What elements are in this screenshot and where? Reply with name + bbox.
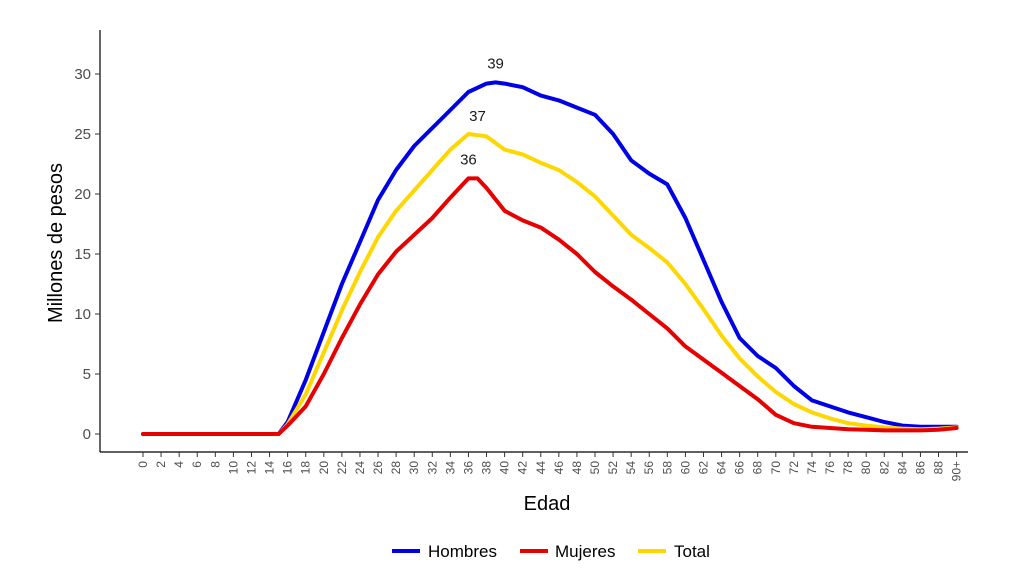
x-tick-label: 6 — [190, 461, 204, 468]
legend: Hombres Mujeres Total — [392, 542, 710, 561]
x-tick-label: 42 — [516, 461, 530, 475]
peak-label: 39 — [487, 55, 504, 72]
legend-label-total: Total — [674, 542, 710, 561]
x-axis-title: Edad — [524, 493, 571, 515]
x-tick-label: 4 — [172, 461, 186, 468]
x-tick-label: 34 — [443, 461, 457, 475]
x-tick-label: 14 — [263, 461, 277, 475]
x-tick-label: 54 — [624, 461, 638, 475]
series-line-total — [141, 132, 959, 436]
peak-label: 37 — [469, 108, 486, 125]
y-tick-label: 10 — [74, 306, 91, 323]
x-tick-label: 48 — [570, 461, 584, 475]
y-tick-label: 0 — [83, 426, 91, 443]
x-tick-label: 76 — [823, 461, 837, 475]
y-tick-label: 15 — [74, 246, 91, 263]
x-tick-label: 68 — [751, 461, 765, 475]
x-tick-label: 62 — [696, 461, 710, 475]
peak-annotations: 39 37 36 — [460, 55, 504, 168]
x-tick-label: 44 — [534, 461, 548, 475]
x-tick-label: 24 — [353, 461, 367, 475]
x-tick-label: 88 — [932, 461, 946, 475]
x-tick-label: 36 — [461, 461, 475, 475]
x-tick-label: 72 — [787, 461, 801, 475]
x-tick-label: 46 — [552, 461, 566, 475]
x-tick-label: 80 — [859, 461, 873, 475]
y-tick-label: 20 — [74, 186, 91, 203]
x-tick-label: 60 — [678, 461, 692, 475]
x-tick-label: 38 — [480, 461, 494, 475]
x-tick-label: 20 — [317, 461, 331, 475]
x-tick-label: 32 — [425, 461, 439, 475]
x-tick-label: 26 — [371, 461, 385, 475]
x-tick-label: 90+ — [950, 461, 964, 481]
x-tick-label: 82 — [877, 461, 891, 475]
x-tick-label: 2 — [154, 461, 168, 468]
peak-label: 36 — [460, 151, 477, 168]
x-tick-label: 18 — [299, 461, 313, 475]
y-tick-label: 5 — [83, 366, 91, 383]
x-tick-label: 84 — [895, 461, 909, 475]
series-line-mujeres — [141, 176, 959, 436]
x-tick-label: 10 — [226, 461, 240, 475]
x-tick-label: 16 — [281, 461, 295, 475]
x-tick-label: 66 — [733, 461, 747, 475]
x-tick-label: 64 — [715, 461, 729, 475]
legend-label-hombres: Hombres — [428, 542, 497, 561]
x-tick-label: 8 — [208, 461, 222, 468]
x-tick-label: 12 — [244, 461, 258, 475]
series-lines — [141, 80, 959, 436]
x-axis-ticks: 0 2 4 6 8 10 12 14 16 18 20 22 24 26 28 30 32 34 36 38 40 42 4… — [136, 452, 964, 481]
axes — [99, 30, 968, 453]
y-axis-title: Millones de pesos — [45, 163, 67, 323]
legend-label-mujeres: Mujeres — [555, 542, 615, 561]
x-tick-label: 78 — [841, 461, 855, 475]
x-tick-label: 70 — [769, 461, 783, 475]
y-axis-ticks: 0 5 10 15 20 25 30 — [74, 66, 100, 443]
x-tick-label: 28 — [389, 461, 403, 475]
x-tick-label: 40 — [498, 461, 512, 475]
x-tick-label: 22 — [335, 461, 349, 475]
x-tick-label: 50 — [588, 461, 602, 475]
x-tick-label: 58 — [660, 461, 674, 475]
x-tick-label: 0 — [136, 461, 150, 468]
y-tick-label: 25 — [74, 126, 91, 143]
x-tick-label: 52 — [606, 461, 620, 475]
x-tick-label: 74 — [805, 461, 819, 475]
x-tick-label: 30 — [407, 461, 421, 475]
x-tick-label: 56 — [642, 461, 656, 475]
series-line-hombres — [141, 80, 959, 436]
y-tick-label: 30 — [74, 66, 91, 83]
x-tick-label: 86 — [913, 461, 927, 475]
